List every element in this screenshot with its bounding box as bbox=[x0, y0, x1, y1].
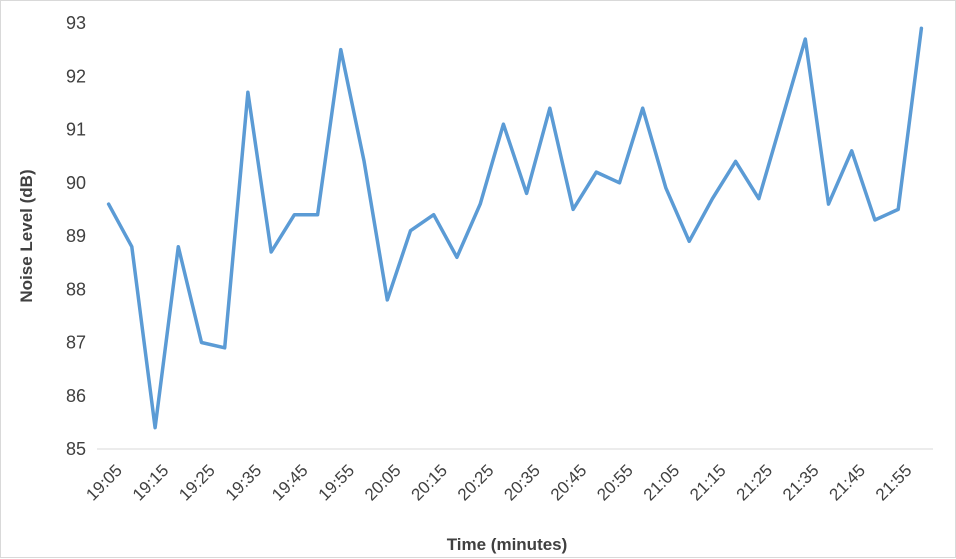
x-tick-label: 21:35 bbox=[779, 461, 823, 505]
series-line-noise-level bbox=[106, 26, 924, 430]
x-tick-label: 20:15 bbox=[408, 461, 452, 505]
y-tick-label: 89 bbox=[66, 226, 86, 246]
x-tick-label: 21:25 bbox=[733, 461, 777, 505]
y-tick-label: 93 bbox=[66, 13, 86, 33]
x-tick-label: 19:45 bbox=[268, 461, 312, 505]
x-axis-ticks: 19:05 19:15 19:25 19:35 19:45 19:55 20:05 20:15… bbox=[82, 461, 915, 505]
y-tick-label: 90 bbox=[66, 173, 86, 193]
y-axis-ticks: 85 86 87 88 89 90 91 92 93 bbox=[66, 13, 86, 459]
x-tick-label: 20:55 bbox=[593, 461, 637, 505]
x-tick-label: 21:15 bbox=[686, 461, 730, 505]
y-tick-label: 88 bbox=[66, 279, 86, 299]
x-tick-label: 20:35 bbox=[500, 461, 544, 505]
x-tick-label: 21:55 bbox=[872, 461, 916, 505]
x-tick-label: 19:15 bbox=[129, 461, 173, 505]
x-tick-label: 19:55 bbox=[315, 461, 359, 505]
x-tick-label: 21:45 bbox=[826, 461, 870, 505]
x-tick-label: 20:25 bbox=[454, 461, 498, 505]
x-tick-label: 19:25 bbox=[175, 461, 219, 505]
x-tick-label: 20:45 bbox=[547, 461, 591, 505]
x-axis-title: Time (minutes) bbox=[447, 535, 568, 554]
x-tick-label: 21:05 bbox=[640, 461, 684, 505]
x-tick-label: 19:35 bbox=[222, 461, 266, 505]
y-tick-label: 86 bbox=[66, 386, 86, 406]
y-tick-label: 91 bbox=[66, 120, 86, 140]
y-tick-label: 92 bbox=[66, 66, 86, 86]
x-tick-label: 19:05 bbox=[82, 461, 126, 505]
x-tick-label: 20:05 bbox=[361, 461, 405, 505]
y-tick-label: 87 bbox=[66, 333, 86, 353]
y-tick-label: 85 bbox=[66, 439, 86, 459]
y-axis-title: Noise Level (dB) bbox=[17, 169, 36, 302]
